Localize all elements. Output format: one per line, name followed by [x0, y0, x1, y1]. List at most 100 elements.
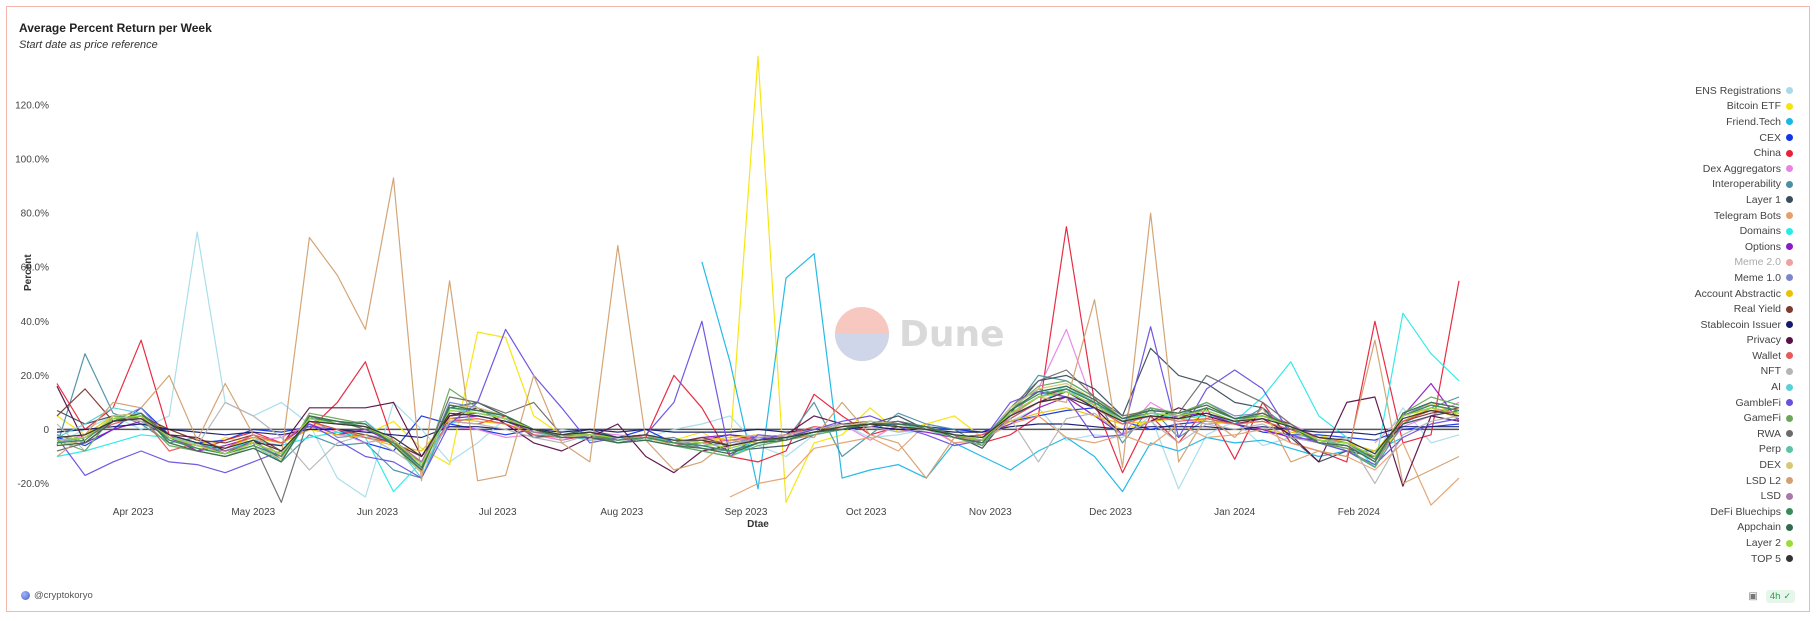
legend-item[interactable]: CEX [1673, 130, 1793, 146]
refresh-label: 4h [1769, 591, 1781, 602]
legend-swatch [1786, 118, 1793, 126]
x-tick-label: Jul 2023 [479, 507, 517, 518]
legend-label: Dex Aggregators [1702, 162, 1781, 175]
y-tick-label: -20.0% [17, 479, 49, 490]
legend-item[interactable]: Layer 2 [1673, 535, 1793, 551]
legend-swatch [1786, 508, 1793, 516]
legend-swatch [1786, 383, 1793, 391]
legend-label: Account Abstractic [1694, 287, 1781, 300]
legend-item[interactable]: GameFi [1673, 410, 1793, 426]
x-tick-label: May 2023 [231, 507, 275, 518]
legend-item[interactable]: Privacy [1673, 333, 1793, 349]
legend-swatch [1786, 243, 1793, 251]
legend-item[interactable]: AI [1673, 379, 1793, 395]
x-tick-label: Jun 2023 [357, 507, 399, 518]
legend-label: Telegram Bots [1713, 209, 1781, 222]
legend-item[interactable]: Options [1673, 239, 1793, 255]
user-avatar-icon [21, 591, 30, 600]
legend-label: Stablecoin Issuer [1700, 318, 1781, 331]
x-tick-label: Oct 2023 [846, 507, 887, 518]
legend-item[interactable]: TOP 5 [1673, 551, 1793, 567]
legend-swatch [1786, 352, 1793, 360]
legend-label: Real Yield [1733, 303, 1781, 316]
legend-label: Meme 2.0 [1734, 256, 1781, 269]
y-axis-label: Percent [23, 254, 34, 291]
x-tick-label: Aug 2023 [600, 507, 643, 518]
series-line [701, 253, 1404, 493]
legend-swatch [1786, 461, 1793, 469]
legend-item[interactable]: GambleFi [1673, 395, 1793, 411]
legend-item[interactable]: Friend.Tech [1673, 114, 1793, 130]
legend-item[interactable]: LSD L2 [1673, 473, 1793, 489]
series-line [56, 396, 1460, 458]
legend-item[interactable]: Real Yield [1673, 301, 1793, 317]
camera-icon[interactable]: ▣ [1748, 591, 1758, 602]
legend-item[interactable]: China [1673, 145, 1793, 161]
legend-swatch [1786, 430, 1793, 438]
refresh-badge[interactable]: 4h ✓ [1765, 590, 1795, 603]
y-tick-label: 120.0% [15, 101, 49, 112]
legend-label: ENS Registrations [1695, 84, 1781, 97]
legend-swatch [1786, 399, 1793, 407]
legend-item[interactable]: Account Abstractic [1673, 286, 1793, 302]
legend-item[interactable]: Meme 1.0 [1673, 270, 1793, 286]
legend-swatch [1786, 180, 1793, 188]
legend-item[interactable]: Layer 1 [1673, 192, 1793, 208]
legend-swatch [1786, 555, 1793, 563]
y-tick-label: 100.0% [15, 155, 49, 166]
x-axis-label: Dtae [747, 519, 769, 530]
chart-panel: Average Percent Return per Week Start da… [6, 6, 1810, 612]
legend-label: Meme 1.0 [1734, 271, 1781, 284]
legend-label: GameFi [1743, 412, 1781, 425]
legend-item[interactable]: DeFi Bluechips [1673, 504, 1793, 520]
author-name: @cryptokoryo [34, 590, 93, 601]
legend-item[interactable]: Stablecoin Issuer [1673, 317, 1793, 333]
legend-item[interactable]: Dex Aggregators [1673, 161, 1793, 177]
legend-item[interactable]: Domains [1673, 223, 1793, 239]
dune-watermark: Dune [835, 307, 1005, 361]
check-circle-icon: ✓ [1783, 591, 1791, 601]
legend-item[interactable]: ENS Registrations [1673, 83, 1793, 99]
footer-actions: ▣ 4h ✓ [1748, 590, 1795, 603]
legend-item[interactable]: Bitcoin ETF [1673, 99, 1793, 115]
legend-label: Layer 1 [1745, 193, 1781, 206]
legend-swatch [1786, 87, 1793, 95]
y-tick-label: 0 [43, 425, 49, 436]
legend-swatch [1786, 477, 1793, 485]
author-link[interactable]: @cryptokoryo [21, 590, 93, 601]
chart-legend: ENS Registrations Bitcoin ETF Friend.Tech C… [1673, 83, 1793, 566]
legend-label: LSD [1760, 490, 1781, 503]
legend-item[interactable]: NFT [1673, 364, 1793, 380]
chart-subtitle: Start date as price reference [19, 39, 158, 51]
legend-swatch [1786, 539, 1793, 547]
legend-item[interactable]: RWA [1673, 426, 1793, 442]
y-tick-label: 20.0% [21, 371, 49, 382]
legend-swatch [1786, 165, 1793, 173]
y-tick-label: 60.0% [21, 263, 49, 274]
legend-label: Domains [1739, 225, 1781, 238]
legend-item[interactable]: LSD [1673, 488, 1793, 504]
legend-item[interactable]: Wallet [1673, 348, 1793, 364]
legend-item[interactable]: Perp [1673, 442, 1793, 458]
legend-label: Options [1744, 240, 1781, 253]
series-line [56, 231, 1460, 498]
legend-label: Friend.Tech [1726, 115, 1781, 128]
legend-swatch [1786, 321, 1793, 329]
legend-swatch [1786, 336, 1793, 344]
legend-swatch [1786, 290, 1793, 298]
legend-swatch [1786, 196, 1793, 204]
y-tick-label: 40.0% [21, 317, 49, 328]
legend-item[interactable]: Meme 2.0 [1673, 255, 1793, 271]
legend-item[interactable]: Telegram Bots [1673, 208, 1793, 224]
y-tick-label: 80.0% [21, 209, 49, 220]
legend-swatch [1786, 367, 1793, 375]
legend-item[interactable]: DEX [1673, 457, 1793, 473]
series-line [56, 385, 1460, 487]
legend-item[interactable]: Appchain [1673, 520, 1793, 536]
legend-label: GambleFi [1735, 396, 1781, 409]
legend-label: LSD L2 [1745, 474, 1781, 487]
legend-item[interactable]: Interoperability [1673, 177, 1793, 193]
chart-title: Average Percent Return per Week [19, 21, 212, 35]
legend-swatch [1786, 212, 1793, 220]
legend-swatch [1786, 414, 1793, 422]
